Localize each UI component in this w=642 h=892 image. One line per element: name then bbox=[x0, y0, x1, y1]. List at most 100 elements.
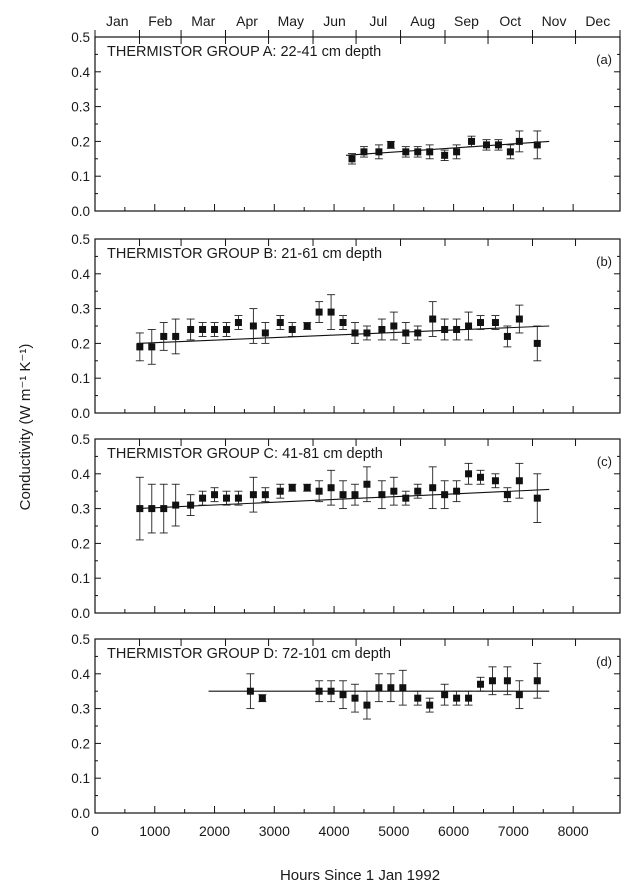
data-point bbox=[533, 677, 541, 685]
data-point bbox=[363, 701, 371, 709]
data-point bbox=[503, 491, 511, 499]
data-point bbox=[399, 684, 407, 692]
data-point bbox=[465, 694, 473, 702]
data-point bbox=[351, 491, 359, 499]
data-point bbox=[172, 332, 180, 340]
data-point bbox=[360, 148, 368, 156]
data-point bbox=[288, 484, 296, 492]
data-point bbox=[211, 491, 219, 499]
x-tick-label: 8000 bbox=[558, 823, 589, 839]
panel-d: 0.0 0.1 0.2 0.3 0.4 0.5 THERMISTOR GROUP D: 72… bbox=[71, 632, 621, 821]
data-point bbox=[199, 494, 207, 502]
panel-a: 0.0 0.1 0.2 0.3 0.4 0.5 THERMISTOR GROUP A: 22… bbox=[71, 30, 621, 219]
data-point bbox=[414, 694, 422, 702]
data-point bbox=[199, 325, 207, 333]
data-point bbox=[482, 141, 490, 149]
panel-title: THERMISTOR GROUP D: 72-101 cm depth bbox=[107, 646, 391, 662]
data-point bbox=[303, 322, 311, 330]
x-axis: 0 1000 2000 3000 4000 5000 6000 7000 8000 bbox=[91, 823, 589, 839]
x-tick-label: 3000 bbox=[259, 823, 290, 839]
data-point bbox=[261, 329, 269, 337]
panel-tag: (d) bbox=[596, 654, 612, 669]
y-tick-label: 0.3 bbox=[71, 100, 90, 115]
y-tick-label: 0.2 bbox=[71, 536, 90, 551]
data-point bbox=[441, 151, 449, 159]
x-tick-label: 4000 bbox=[318, 823, 349, 839]
data-point bbox=[351, 694, 359, 702]
month-label-aug: Aug bbox=[410, 13, 435, 29]
x-tick-label: 0 bbox=[91, 823, 99, 839]
data-point bbox=[187, 501, 195, 509]
y-tick-label: 0.4 bbox=[71, 65, 90, 80]
y-tick-label: 0.0 bbox=[71, 606, 90, 621]
data-point bbox=[441, 691, 449, 699]
data-point bbox=[453, 148, 461, 156]
panel-tag: (b) bbox=[596, 254, 612, 269]
y-tick-label: 0.1 bbox=[71, 771, 90, 786]
data-point bbox=[315, 687, 323, 695]
data-point bbox=[327, 308, 335, 316]
panel-title: THERMISTOR GROUP B: 21-61 cm depth bbox=[107, 246, 382, 262]
y-tick-label: 0.2 bbox=[71, 336, 90, 351]
panel-frame bbox=[94, 36, 621, 212]
data-point bbox=[441, 491, 449, 499]
data-point bbox=[533, 141, 541, 149]
data-point bbox=[160, 505, 168, 513]
data-point bbox=[351, 329, 359, 337]
month-label-mar: Mar bbox=[191, 13, 215, 29]
y-tick-label: 0.5 bbox=[71, 432, 90, 447]
month-label-nov: Nov bbox=[542, 13, 567, 29]
y-tick-label: 0.3 bbox=[71, 502, 90, 517]
data-point bbox=[402, 329, 410, 337]
y-tick-label: 0.4 bbox=[71, 467, 90, 482]
data-point bbox=[363, 480, 371, 488]
data-point bbox=[234, 494, 242, 502]
y-tick-label: 0.4 bbox=[71, 267, 90, 282]
y-tick-label: 0.0 bbox=[71, 406, 90, 421]
data-point bbox=[533, 339, 541, 347]
data-point bbox=[477, 319, 485, 327]
data-point bbox=[515, 137, 523, 145]
month-label-dec: Dec bbox=[585, 13, 610, 29]
x-tick-label: 1000 bbox=[139, 823, 170, 839]
y-tick-label: 0.2 bbox=[71, 736, 90, 751]
data-point bbox=[441, 325, 449, 333]
data-point bbox=[258, 694, 266, 702]
panel-title: THERMISTOR GROUP C: 41-81 cm depth bbox=[107, 446, 383, 462]
data-point bbox=[172, 501, 180, 509]
data-point bbox=[375, 684, 383, 692]
panels: 0.0 0.1 0.2 0.3 0.4 0.5 THERMISTOR GROUP A: 22… bbox=[71, 30, 621, 821]
data-point bbox=[363, 329, 371, 337]
month-label-jan: Jan bbox=[106, 13, 129, 29]
data-point bbox=[288, 325, 296, 333]
y-tick-label: 0.1 bbox=[71, 169, 90, 184]
data-point bbox=[276, 319, 284, 327]
data-point bbox=[246, 687, 254, 695]
data-point bbox=[402, 148, 410, 156]
x-tick-label: 2000 bbox=[199, 823, 230, 839]
data-point bbox=[249, 322, 257, 330]
x-tick-label: 6000 bbox=[438, 823, 469, 839]
data-point bbox=[390, 487, 398, 495]
y-axis-label: Conductivity (W m⁻¹ K⁻¹) bbox=[17, 344, 34, 511]
month-label-jun: Jun bbox=[323, 13, 346, 29]
panel-c: 0.0 0.1 0.2 0.3 0.4 0.5 THERMISTOR GROUP C: 41… bbox=[71, 432, 621, 621]
data-point bbox=[327, 484, 335, 492]
month-axis: Jan Feb Mar Apr May Jun Jul Aug Sep Oct Nov Dec bbox=[106, 13, 610, 29]
y-tick-label: 0.3 bbox=[71, 302, 90, 317]
data-point bbox=[148, 505, 156, 513]
data-point bbox=[249, 491, 257, 499]
data-point bbox=[503, 677, 511, 685]
data-point bbox=[426, 148, 434, 156]
data-point bbox=[494, 141, 502, 149]
panel-b: 0.0 0.1 0.2 0.3 0.4 0.5 THERMISTOR GROUP B: 21… bbox=[71, 232, 621, 421]
data-point bbox=[261, 491, 269, 499]
data-point bbox=[426, 701, 434, 709]
y-tick-label: 0.3 bbox=[71, 702, 90, 717]
data-point bbox=[387, 684, 395, 692]
data-point bbox=[339, 491, 347, 499]
data-point bbox=[453, 487, 461, 495]
panel-tag: (a) bbox=[596, 52, 612, 67]
data-point bbox=[222, 325, 230, 333]
data-point bbox=[477, 473, 485, 481]
